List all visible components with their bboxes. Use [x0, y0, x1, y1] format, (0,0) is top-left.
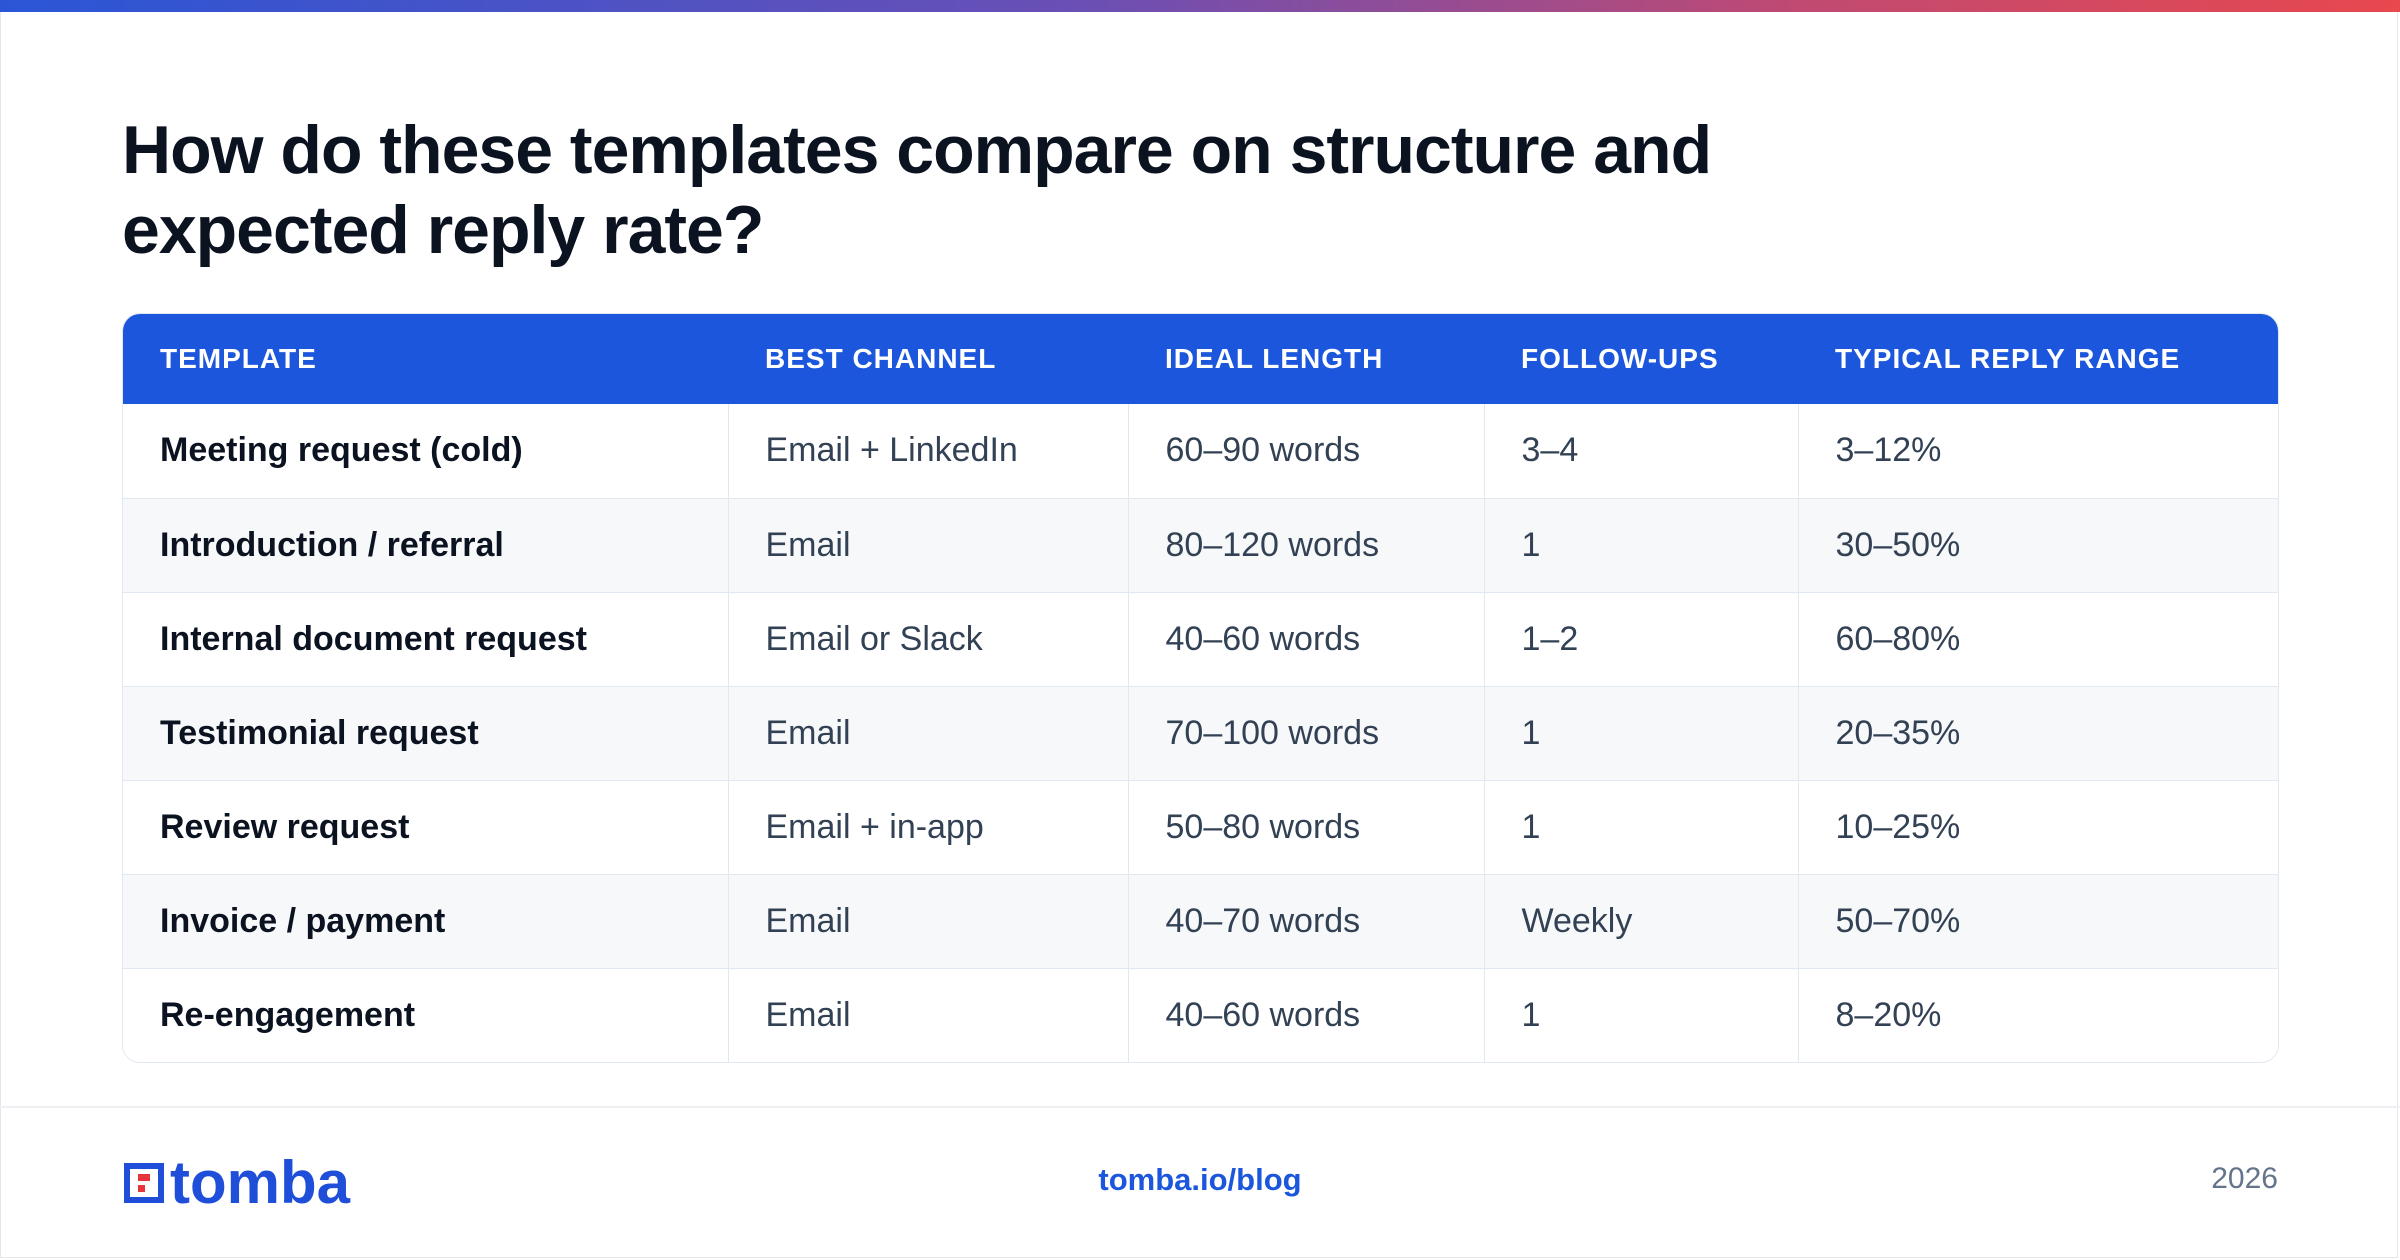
top-gradient-bar	[0, 0, 2400, 12]
tomba-logo-icon	[124, 1163, 164, 1203]
cell-follow-ups: 1	[1484, 967, 1799, 1062]
cell-template: Invoice / payment	[123, 873, 729, 968]
cell-follow-ups: 3–4	[1484, 404, 1799, 498]
cell-best-channel: Email + LinkedIn	[728, 404, 1129, 498]
cell-best-channel: Email or Slack	[728, 591, 1129, 686]
tomba-logo[interactable]: tomba	[122, 1149, 350, 1216]
header-ideal-length: IDEAL LENGTH	[1165, 343, 1384, 374]
cell-template: Review request	[123, 779, 729, 874]
cell-ideal-length: 60–90 words	[1128, 404, 1485, 498]
cell-template: Internal document request	[123, 591, 729, 686]
cell-ideal-length: 80–120 words	[1128, 497, 1485, 592]
page-title: How do these templates compare on struct…	[122, 112, 1712, 268]
cell-ideal-length: 40–70 words	[1128, 873, 1485, 968]
cell-reply-range: 30–50%	[1798, 497, 2278, 592]
cell-best-channel: Email	[728, 967, 1129, 1062]
cell-template: Meeting request (cold)	[123, 404, 729, 498]
cell-best-channel: Email	[728, 497, 1129, 592]
cell-ideal-length: 70–100 words	[1128, 685, 1485, 780]
header-best-channel: BEST CHANNEL	[765, 343, 997, 374]
cell-follow-ups: 1–2	[1484, 591, 1799, 686]
cell-ideal-length: 40–60 words	[1128, 967, 1485, 1062]
cell-reply-range: 10–25%	[1798, 779, 2278, 874]
cell-reply-range: 20–35%	[1798, 685, 2278, 780]
table-row: Invoice / payment Email 40–70 words Week…	[123, 873, 2278, 968]
cell-template: Re-engagement	[123, 967, 729, 1062]
table-row: Testimonial request Email 70–100 words 1…	[123, 685, 2278, 780]
cell-reply-range: 8–20%	[1798, 967, 2278, 1062]
cell-follow-ups: Weekly	[1484, 873, 1799, 968]
cell-follow-ups: 1	[1484, 685, 1799, 780]
footer-divider	[0, 1106, 2400, 1108]
table-row: Re-engagement Email 40–60 words 1 8–20%	[123, 967, 2278, 1062]
table-row: Meeting request (cold) Email + LinkedIn …	[123, 404, 2278, 498]
cell-follow-ups: 1	[1484, 779, 1799, 874]
cell-best-channel: Email	[728, 873, 1129, 968]
logo-wordmark: tomba	[170, 1149, 350, 1216]
cell-reply-range: 3–12%	[1835, 431, 1942, 470]
comparison-table: TEMPLATE BEST CHANNEL IDEAL LENGTH FOLLO…	[122, 313, 2279, 1063]
cell-reply-range: 60–80%	[1798, 591, 2278, 686]
cell-ideal-length: 40–60 words	[1128, 591, 1485, 686]
cell-reply-range: 50–70%	[1798, 873, 2278, 968]
cell-ideal-length: 50–80 words	[1128, 779, 1485, 874]
table-row: Internal document request Email or Slack…	[123, 591, 2278, 686]
header-typical-reply-range: TYPICAL REPLY RANGE	[1835, 343, 2181, 374]
cell-best-channel: Email	[728, 685, 1129, 780]
cell-template: Introduction / referral	[123, 497, 729, 592]
header-follow-ups: FOLLOW-UPS	[1521, 343, 1719, 374]
footer-year: 2026	[2211, 1162, 2278, 1195]
blog-link[interactable]: tomba.io/blog	[1098, 1162, 1302, 1197]
table-header-row: TEMPLATE BEST CHANNEL IDEAL LENGTH FOLLO…	[123, 314, 2278, 404]
cell-best-channel: Email + in-app	[728, 779, 1129, 874]
cell-follow-ups: 1	[1484, 497, 1799, 592]
table-row: Review request Email + in-app 50–80 word…	[123, 779, 2278, 874]
header-template: TEMPLATE	[160, 343, 317, 374]
cell-template: Testimonial request	[123, 685, 729, 780]
table-row: Introduction / referral Email 80–120 wor…	[123, 497, 2278, 592]
